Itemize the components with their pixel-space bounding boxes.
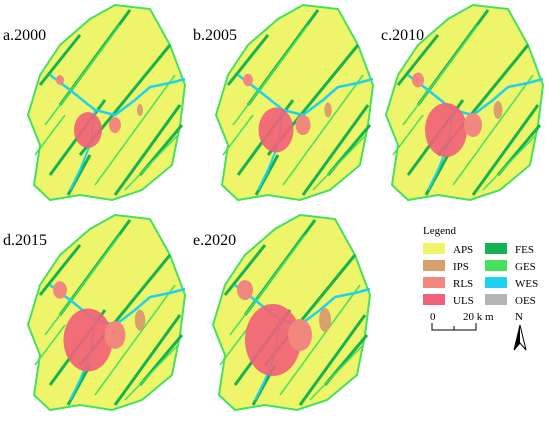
rural-area — [53, 281, 67, 299]
industrial-area — [319, 308, 331, 332]
legend-label: RLS — [453, 278, 473, 290]
north-arrow: N — [513, 311, 527, 351]
map-panel — [26, 3, 187, 202]
map-panel — [211, 213, 372, 412]
rural-area — [243, 73, 253, 87]
urban-area — [63, 308, 113, 372]
land-use-map — [214, 3, 375, 202]
panel-label: d.2015 — [3, 232, 47, 249]
legend-label: FES — [515, 244, 534, 256]
legend-swatch — [485, 260, 507, 271]
panel-label: b.2005 — [193, 27, 237, 44]
north-label: N — [515, 311, 523, 323]
rural-area — [295, 115, 311, 135]
legend-swatch — [423, 294, 445, 305]
legend-label: APS — [453, 244, 473, 256]
land-use-map — [211, 213, 372, 412]
scale-bar: 0 20 k m — [430, 311, 494, 331]
urban-area — [425, 103, 467, 157]
urban-area — [258, 107, 294, 153]
rural-area — [464, 113, 482, 137]
legend-swatch — [485, 277, 507, 288]
scale-end: 20 k m — [463, 311, 494, 323]
industrial-area — [324, 102, 332, 118]
urban-area — [74, 112, 102, 148]
rural-area — [237, 280, 253, 300]
rural-area — [412, 72, 424, 88]
scale-start: 0 — [430, 311, 436, 323]
legend-swatch — [485, 243, 507, 254]
rural-area — [56, 75, 64, 85]
legend-swatch — [423, 277, 445, 288]
rural-area — [109, 117, 121, 133]
industrial-area — [134, 309, 146, 331]
legend-title: Legend — [423, 225, 456, 237]
urban-area — [245, 304, 301, 376]
rural-area — [288, 319, 312, 351]
legend-swatch — [485, 294, 507, 305]
legend-swatch — [423, 243, 445, 254]
legend: Legend APS FES IPS GES RLS WES ULS OES — [423, 225, 538, 307]
panel-label: e.2020 — [193, 232, 236, 249]
panel-label: a.2000 — [3, 27, 46, 44]
legend-label: ULS — [453, 295, 474, 307]
legend-swatch — [423, 260, 445, 271]
rural-area — [104, 321, 126, 349]
legend-label: WES — [515, 278, 538, 290]
panel-label: c.2010 — [381, 27, 424, 44]
legend-label: OES — [515, 295, 536, 307]
map-panels — [26, 3, 545, 412]
map-panel — [384, 3, 545, 202]
map-panel — [214, 3, 375, 202]
legend-label: GES — [515, 261, 536, 273]
legend-label: IPS — [453, 261, 469, 273]
land-use-map — [26, 213, 187, 412]
land-use-map — [26, 3, 187, 202]
map-panel — [26, 213, 187, 412]
industrial-area — [137, 104, 143, 116]
industrial-area — [493, 101, 503, 119]
